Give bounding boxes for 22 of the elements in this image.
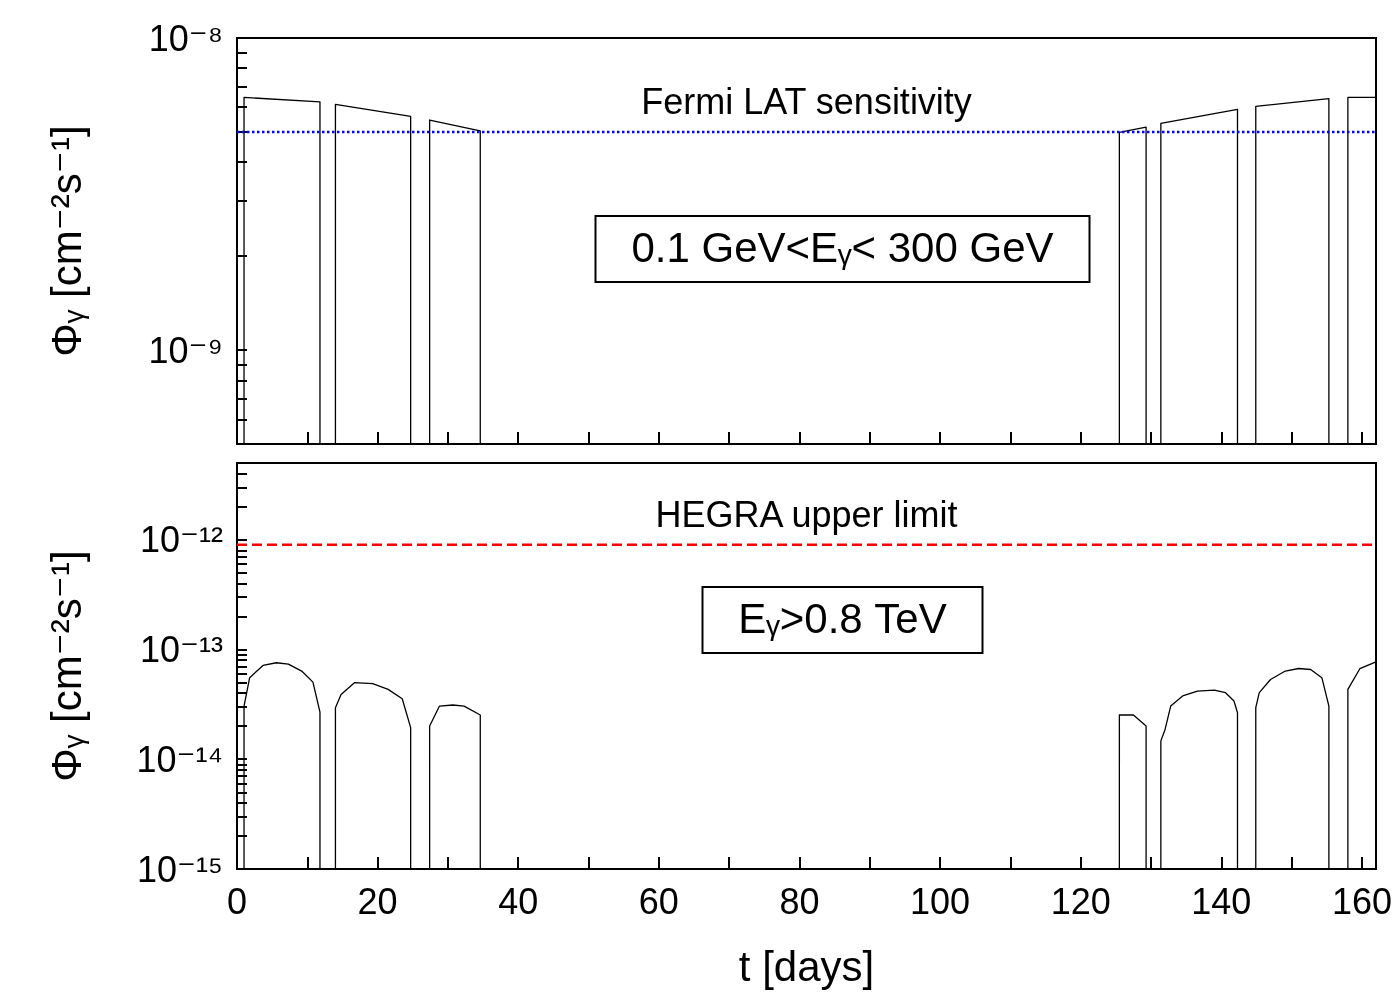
y-tick-label: 10⁻¹² <box>139 519 223 561</box>
y-axis-title: Φᵧ [cm⁻²s⁻¹] <box>42 125 90 357</box>
x-tick-label: 160 <box>1331 880 1392 922</box>
y-tick-label: 10⁻⁸ <box>148 17 223 59</box>
y-tick-label: 10⁻¹⁵ <box>137 848 223 890</box>
y-tick-label: 10⁻¹⁴ <box>136 738 223 780</box>
x-tick-label: 80 <box>779 880 820 922</box>
x-tick-label: 20 <box>357 880 398 922</box>
x-tick-label: 140 <box>1191 880 1252 922</box>
x-tick-label: 0 <box>226 880 248 922</box>
ref-line-label: HEGRA upper limit <box>655 494 958 536</box>
ref-line-label: Fermi LAT sensitivity <box>641 81 972 123</box>
x-tick-label: 60 <box>638 880 679 922</box>
y-axis-title: Φᵧ [cm⁻²s⁻¹] <box>42 550 90 782</box>
x-tick-label: 40 <box>498 880 539 922</box>
annotation: 0.1 GeV<Eᵧ< 300 GeV <box>631 223 1054 271</box>
y-tick-label: 10⁻⁹ <box>148 329 223 371</box>
annotation: Eᵧ>0.8 TeV <box>738 594 947 642</box>
x-axis-title: t [days] <box>738 942 875 990</box>
y-tick-label: 10⁻¹³ <box>139 628 223 670</box>
x-tick-label: 120 <box>1050 880 1111 922</box>
x-tick-label: 100 <box>910 880 971 922</box>
